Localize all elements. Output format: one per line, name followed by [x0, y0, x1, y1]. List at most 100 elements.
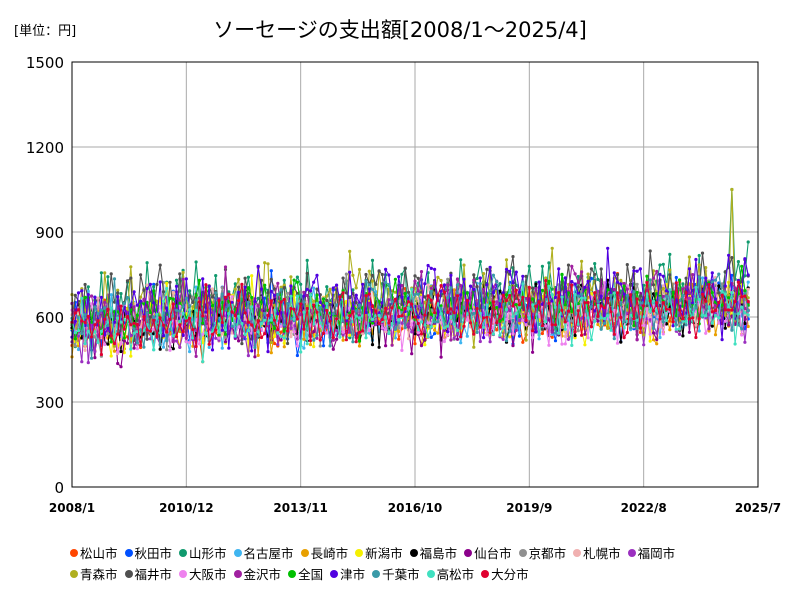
data-point	[462, 263, 466, 267]
data-point	[90, 320, 94, 324]
data-point	[302, 327, 306, 331]
data-point	[76, 308, 81, 312]
data-point	[263, 318, 267, 322]
data-point	[318, 300, 322, 304]
data-point	[263, 283, 267, 287]
legend-label: 福島市	[419, 546, 458, 561]
data-point	[589, 338, 594, 342]
data-point	[514, 288, 518, 292]
chart-title: ソーセージの支出額[2008/1～2025/4]	[213, 18, 587, 42]
data-point	[491, 290, 495, 295]
data-point	[240, 321, 244, 326]
data-point	[286, 291, 290, 295]
data-point	[269, 318, 273, 322]
data-point	[106, 275, 110, 279]
data-point	[168, 280, 172, 284]
data-point	[145, 283, 149, 287]
data-point	[335, 337, 339, 341]
x-tick-label: 2022/8	[621, 501, 667, 515]
data-point	[482, 325, 486, 329]
data-point	[139, 273, 143, 277]
data-point	[550, 330, 554, 334]
data-point	[495, 321, 499, 325]
data-point	[553, 295, 558, 299]
data-point	[292, 330, 296, 334]
data-point	[335, 325, 339, 329]
data-point	[550, 293, 554, 297]
data-point	[599, 294, 603, 298]
data-point	[524, 323, 528, 327]
data-point	[269, 269, 273, 273]
data-point	[648, 332, 652, 336]
data-point	[207, 284, 211, 289]
data-point	[400, 295, 404, 299]
data-point	[207, 342, 211, 346]
data-point	[168, 317, 172, 321]
data-point	[223, 308, 228, 312]
data-point	[171, 347, 175, 351]
data-point	[148, 315, 152, 319]
data-point	[697, 329, 701, 333]
data-point	[374, 309, 378, 313]
data-point	[615, 341, 620, 345]
data-point	[93, 323, 97, 327]
data-point	[188, 341, 192, 345]
data-point	[416, 328, 420, 332]
legend-marker-icon	[179, 548, 188, 557]
data-point	[635, 269, 639, 273]
data-point	[645, 304, 649, 308]
data-point	[553, 339, 558, 343]
data-point	[668, 319, 672, 323]
data-point	[498, 314, 502, 318]
data-point	[478, 276, 482, 280]
data-point	[230, 301, 234, 305]
data-point	[651, 283, 656, 287]
y-tick-label: 600	[35, 309, 64, 327]
data-point	[537, 280, 541, 284]
data-point	[632, 317, 636, 321]
data-point	[707, 299, 711, 303]
data-point	[511, 332, 515, 336]
data-point	[374, 293, 378, 297]
data-point	[272, 326, 277, 330]
data-point	[537, 333, 541, 337]
data-point	[521, 274, 525, 278]
legend-item: 福島市	[409, 543, 458, 562]
data-point	[563, 327, 567, 331]
data-point	[256, 304, 260, 308]
data-point	[720, 282, 724, 286]
data-point	[436, 320, 440, 324]
data-point	[482, 316, 486, 320]
data-point	[266, 313, 270, 318]
data-point	[93, 349, 97, 354]
data-point	[495, 328, 499, 332]
legend-marker-icon	[355, 548, 364, 557]
data-point	[642, 315, 646, 319]
data-point	[384, 280, 388, 284]
data-point	[612, 332, 616, 336]
data-point	[174, 335, 179, 339]
data-point	[426, 324, 430, 328]
data-point	[286, 302, 290, 306]
data-point	[678, 327, 682, 331]
data-point	[351, 306, 355, 310]
data-point	[142, 288, 146, 292]
data-point	[442, 290, 446, 294]
data-point	[158, 280, 162, 284]
data-point	[648, 318, 652, 322]
data-point	[645, 281, 649, 285]
data-point	[357, 330, 362, 334]
data-point	[220, 328, 224, 332]
data-point	[596, 299, 600, 304]
data-point	[504, 339, 509, 343]
legend-marker-icon	[70, 548, 78, 557]
data-point	[560, 342, 564, 346]
legend-item: 福井市	[124, 564, 173, 583]
data-point	[263, 311, 267, 316]
data-point	[282, 336, 286, 340]
data-point	[341, 276, 345, 280]
legend-label: 福井市	[134, 567, 173, 582]
data-point	[276, 281, 280, 285]
data-point	[86, 314, 90, 318]
data-point	[230, 331, 234, 335]
